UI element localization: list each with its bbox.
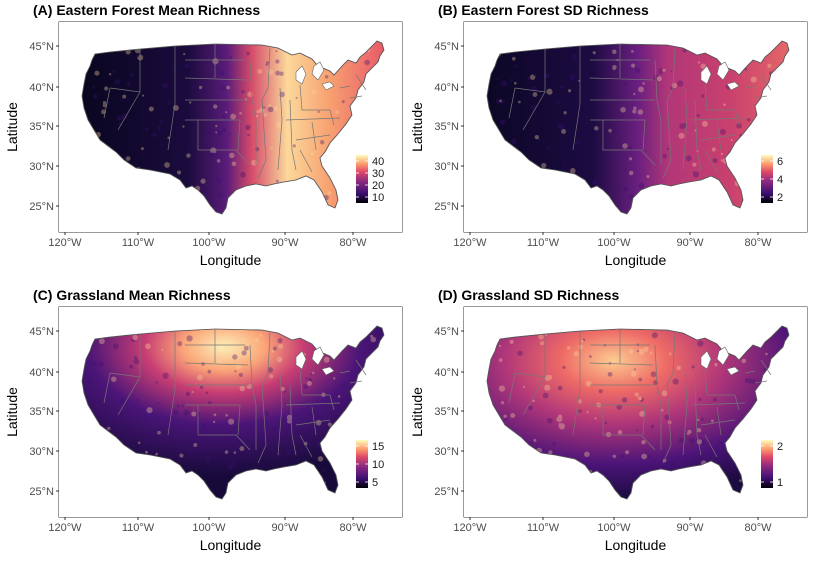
colorbar [761, 440, 773, 488]
state-borders [103, 329, 367, 464]
legend-tick-label: 1 [777, 477, 783, 489]
x-tick-label: 90°W [271, 522, 299, 534]
y-tick-label: 30°N [434, 161, 459, 173]
y-tick-label: 25°N [29, 486, 54, 498]
colorbar [356, 440, 368, 488]
y-tick-label: 35°N [29, 121, 54, 133]
y-tick-label: 45°N [29, 41, 54, 53]
x-tick-label: 100°W [597, 522, 631, 534]
y-tick-label: 45°N [434, 326, 459, 338]
legend-tick-label: 6 [777, 156, 783, 168]
map-panel-4: (D) Grassland SD Richness 2 1 120°W 110°W 100… [409, 287, 808, 553]
y-tick-label: 30°N [29, 161, 54, 173]
x-tick-label: 110°W [122, 237, 155, 249]
x-tick-label: 90°W [676, 237, 704, 249]
x-tick-label: 110°W [527, 522, 560, 534]
x-tick-label: 110°W [527, 237, 560, 249]
y-axis-title: Latitude [4, 102, 20, 152]
legend-tick-label: 4 [777, 174, 783, 186]
x-tick-label: 100°W [192, 237, 226, 249]
x-tick-label: 100°W [192, 522, 226, 534]
conus-map [464, 307, 807, 517]
x-tick-label: 120°W [453, 522, 487, 534]
x-tick-label: 90°W [676, 522, 704, 534]
y-tick-label: 25°N [29, 201, 54, 213]
x-tick-label: 90°W [271, 237, 299, 249]
y-tick-label: 25°N [434, 486, 459, 498]
y-tick-label: 30°N [434, 446, 459, 458]
y-tick-label: 25°N [434, 201, 459, 213]
state-borders [508, 44, 772, 179]
legend-tick-label: 5 [372, 477, 378, 489]
x-tick-label: 120°W [48, 522, 82, 534]
x-tick-label: 120°W [453, 237, 487, 249]
y-tick-label: 30°N [29, 446, 54, 458]
y-tick-label: 40°N [434, 82, 459, 94]
y-tick-label: 35°N [434, 121, 459, 133]
y-tick-label: 40°N [29, 82, 54, 94]
state-borders [103, 44, 367, 179]
legend-tick-label: 10 [372, 459, 384, 471]
y-axis-title: Latitude [4, 387, 20, 437]
state-borders [508, 329, 772, 464]
map-panel-3: (C) Grassland Mean Richness 15 10 5 120°W 110… [4, 287, 403, 553]
map-panel-1: (A) Eastern Forest Mean Richness40302010… [4, 2, 403, 268]
x-tick-label: 100°W [597, 237, 631, 249]
great-lakes [295, 61, 335, 91]
y-axis-title: Latitude [409, 102, 425, 152]
panel-title: (B) Eastern Forest SD Richness [438, 2, 649, 18]
x-axis-title: Longitude [605, 537, 667, 553]
y-tick-label: 35°N [29, 406, 54, 418]
x-tick-label: 80°W [339, 237, 367, 249]
y-tick-label: 40°N [29, 367, 54, 379]
legend-tick-label: 10 [372, 192, 384, 204]
great-lakes [295, 346, 335, 376]
legend-tick-label: 20 [372, 180, 384, 192]
colorbar [356, 155, 368, 203]
x-tick-label: 80°W [744, 237, 772, 249]
x-tick-label: 80°W [339, 522, 367, 534]
conus-map [464, 22, 807, 232]
x-tick-label: 120°W [48, 237, 82, 249]
legend-tick-label: 40 [372, 156, 384, 168]
y-tick-label: 45°N [29, 326, 54, 338]
x-tick-label: 110°W [122, 522, 155, 534]
x-axis-title: Longitude [200, 537, 262, 553]
legend-tick-label: 2 [777, 192, 783, 204]
great-lakes [700, 61, 740, 91]
panel-title: (D) Grassland SD Richness [438, 287, 619, 303]
panel-title: (A) Eastern Forest Mean Richness [33, 2, 260, 18]
conus-map [59, 307, 402, 517]
y-tick-label: 35°N [434, 406, 459, 418]
y-tick-label: 45°N [434, 41, 459, 53]
y-tick-label: 40°N [434, 367, 459, 379]
conus-map [59, 22, 402, 232]
panel-title: (C) Grassland Mean Richness [33, 287, 231, 303]
y-axis-title: Latitude [409, 387, 425, 437]
legend-tick-label: 2 [777, 441, 783, 453]
great-lakes [700, 346, 740, 376]
raster-texture [87, 333, 377, 487]
x-tick-label: 80°W [744, 522, 772, 534]
map-panel-2: (B) Eastern Forest SD Richness 6 4 2 120°W 11… [409, 2, 808, 268]
legend-tick-label: 15 [372, 441, 384, 453]
x-axis-title: Longitude [605, 252, 667, 268]
x-axis-title: Longitude [200, 252, 262, 268]
legend-tick-label: 30 [372, 168, 384, 180]
colorbar [761, 155, 773, 203]
